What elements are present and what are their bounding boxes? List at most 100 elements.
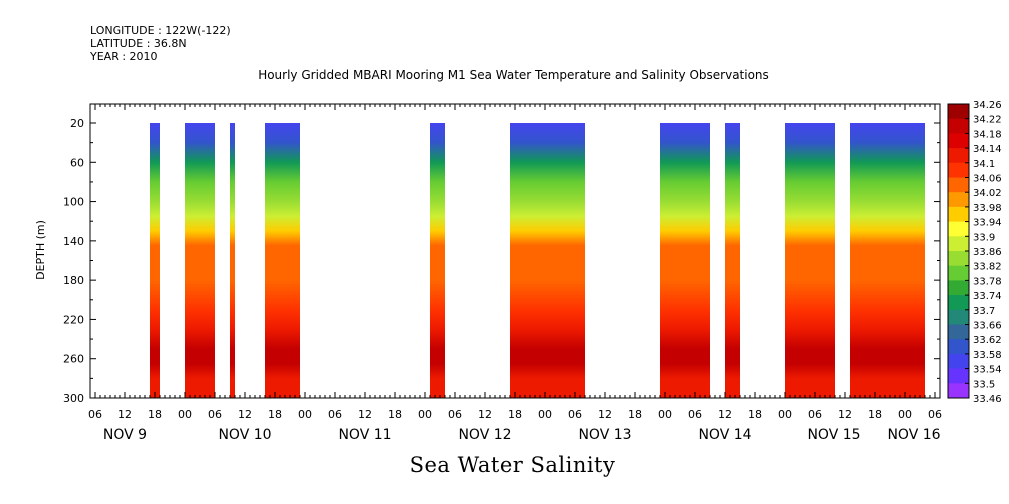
x-hour-label-7: 00 — [298, 408, 312, 421]
colorbar-swatch-1 — [948, 118, 969, 134]
colorbar-label-8: 33.94 — [973, 218, 1002, 229]
colorbar-label-4: 34.1 — [973, 159, 995, 170]
colorbar-swatch-16 — [948, 339, 969, 355]
x-hour-label-17: 12 — [598, 408, 612, 421]
colorbar-swatch-11 — [948, 265, 969, 281]
x-hour-label-0: 06 — [88, 408, 102, 421]
x-hour-label-13: 12 — [478, 408, 492, 421]
data-segment-5 — [510, 123, 585, 398]
data-segment-7 — [725, 123, 740, 398]
x-hour-label-9: 12 — [358, 408, 372, 421]
data-segment-8 — [785, 123, 835, 398]
y-tick-label-4: 180 — [63, 274, 84, 287]
y-tick-label-7: 300 — [63, 392, 84, 405]
colorbar-swatch-5 — [948, 177, 969, 193]
colorbar-swatch-15 — [948, 324, 969, 340]
colorbar-swatch-18 — [948, 368, 969, 384]
x-day-label-3: NOV 12 — [458, 427, 511, 443]
colorbar-label-17: 33.58 — [973, 350, 1002, 361]
colorbar-label-2: 34.18 — [973, 129, 1002, 140]
bottom-title: Sea Water Salinity — [409, 453, 616, 477]
data-segment-4 — [430, 123, 445, 398]
x-hour-label-16: 06 — [568, 408, 582, 421]
chart-title: Hourly Gridded MBARI Mooring M1 Sea Wate… — [258, 68, 769, 82]
colorbar-label-16: 33.62 — [973, 335, 1002, 346]
colorbar-label-5: 34.06 — [973, 174, 1002, 185]
colorbar-label-6: 34.02 — [973, 188, 1002, 199]
colorbar-swatch-7 — [948, 206, 969, 223]
x-hour-label-5: 12 — [238, 408, 252, 421]
colorbar-label-9: 33.9 — [973, 232, 995, 243]
y-tick-label-6: 260 — [63, 353, 84, 366]
colorbar-label-15: 33.66 — [973, 321, 1002, 332]
year-label: YEAR : 2010 — [90, 50, 158, 63]
data-segment-6 — [660, 123, 710, 398]
x-hour-label-4: 06 — [208, 408, 222, 421]
x-hour-label-8: 06 — [328, 408, 342, 421]
colorbar-label-13: 33.74 — [973, 291, 1002, 302]
x-day-label-0: NOV 9 — [103, 427, 147, 443]
latitude-label: LATITUDE : 36.8N — [90, 37, 187, 50]
x-hour-label-19: 00 — [658, 408, 672, 421]
colorbar-swatch-13 — [948, 295, 969, 311]
y-tick-label-1: 60 — [70, 156, 84, 169]
colorbar-swatch-3 — [948, 148, 969, 164]
x-hour-label-23: 00 — [778, 408, 792, 421]
colorbar-swatch-2 — [948, 133, 969, 149]
x-day-label-1: NOV 10 — [218, 427, 271, 443]
x-day-label-7: NOV 16 — [887, 427, 940, 443]
colorbar-swatch-8 — [948, 221, 969, 237]
y-tick-label-2: 100 — [63, 196, 84, 209]
x-hour-label-28: 06 — [928, 408, 942, 421]
colorbar-label-12: 33.78 — [973, 276, 1002, 287]
colorbar-swatch-0 — [948, 104, 969, 120]
x-hour-label-21: 12 — [718, 408, 732, 421]
colorbar-label-19: 33.5 — [973, 379, 995, 390]
x-day-label-2: NOV 11 — [338, 427, 391, 443]
x-hour-label-1: 12 — [118, 408, 132, 421]
data-segment-3 — [265, 123, 300, 398]
x-hour-label-6: 18 — [268, 408, 282, 421]
colorbar-label-1: 34.22 — [973, 115, 1002, 126]
x-hour-label-27: 00 — [898, 408, 912, 421]
colorbar-swatch-12 — [948, 280, 969, 296]
x-hour-label-25: 12 — [838, 408, 852, 421]
x-hour-label-3: 00 — [178, 408, 192, 421]
x-hour-label-18: 18 — [628, 408, 642, 421]
x-day-label-5: NOV 14 — [698, 427, 751, 443]
x-hour-label-12: 06 — [448, 408, 462, 421]
y-tick-label-5: 220 — [63, 313, 84, 326]
data-segment-2 — [230, 123, 235, 398]
data-segment-1 — [185, 123, 215, 398]
longitude-label: LONGITUDE : 122W(-122) — [90, 24, 231, 37]
x-day-label-6: NOV 15 — [807, 427, 860, 443]
x-hour-label-11: 00 — [418, 408, 432, 421]
colorbar-swatch-10 — [948, 251, 969, 267]
y-axis-label: DEPTH (m) — [34, 220, 47, 280]
colorbar-label-3: 34.14 — [973, 144, 1002, 155]
colorbar-label-11: 33.82 — [973, 262, 1002, 273]
colorbar-swatch-14 — [948, 309, 969, 325]
colorbar-label-7: 33.98 — [973, 203, 1002, 214]
x-day-label-4: NOV 13 — [578, 427, 631, 443]
colorbar-swatch-9 — [948, 236, 969, 252]
colorbar-label-0: 34.26 — [973, 100, 1002, 111]
data-segment-0 — [150, 123, 160, 398]
y-tick-label-0: 20 — [70, 117, 84, 130]
y-tick-label-3: 140 — [63, 235, 84, 248]
colorbar-label-18: 33.54 — [973, 365, 1002, 376]
colorbar-swatch-6 — [948, 192, 969, 208]
x-hour-label-24: 06 — [808, 408, 822, 421]
x-hour-label-22: 18 — [748, 408, 762, 421]
colorbar-label-20: 33.46 — [973, 394, 1002, 405]
x-hour-label-2: 18 — [148, 408, 162, 421]
colorbar-label-14: 33.7 — [973, 306, 995, 317]
meta-info: LONGITUDE : 122W(-122) LATITUDE : 36.8N … — [90, 24, 231, 63]
data-segment-9 — [850, 123, 925, 398]
x-hour-label-26: 18 — [868, 408, 882, 421]
colorbar-label-10: 33.86 — [973, 247, 1002, 258]
colorbar-swatch-19 — [948, 383, 969, 399]
colorbar-swatch-17 — [948, 353, 969, 370]
x-hour-label-14: 18 — [508, 408, 522, 421]
x-hour-label-15: 00 — [538, 408, 552, 421]
